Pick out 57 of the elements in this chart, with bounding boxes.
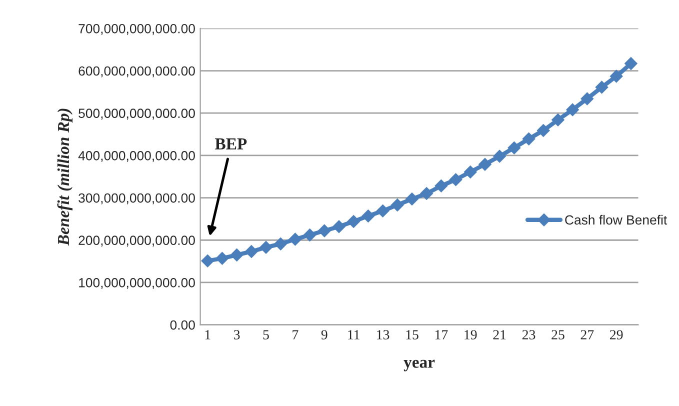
point bbox=[434, 180, 448, 192]
point bbox=[230, 248, 244, 262]
legend-label: Cash flow Benefit bbox=[565, 214, 668, 225]
x-tick-label: 7 bbox=[292, 330, 298, 340]
y-tick-label: 700,000,000,000.00 bbox=[78, 24, 195, 35]
x-tick-label: 5 bbox=[263, 330, 269, 340]
point bbox=[552, 113, 564, 126]
y-tick-label: 200,000,000,000.00 bbox=[78, 236, 195, 247]
point bbox=[332, 220, 346, 233]
point bbox=[566, 103, 579, 116]
point bbox=[244, 245, 258, 258]
point bbox=[406, 192, 418, 206]
point bbox=[508, 141, 521, 154]
x-tick-label: 27 bbox=[580, 330, 594, 340]
x-tick-label: 17 bbox=[435, 330, 448, 340]
x-tick-label: 23 bbox=[522, 330, 536, 340]
point bbox=[347, 215, 360, 228]
point bbox=[376, 204, 390, 218]
point bbox=[449, 173, 462, 186]
point bbox=[595, 80, 608, 94]
point bbox=[624, 57, 638, 70]
point bbox=[216, 252, 229, 265]
point bbox=[362, 210, 375, 222]
x-tick-label: 19 bbox=[464, 330, 477, 340]
point bbox=[274, 238, 288, 250]
y-tick-label: 300,000,000,000.00 bbox=[78, 193, 195, 204]
point bbox=[288, 232, 302, 246]
x-tick-label: 13 bbox=[377, 330, 390, 340]
y-tick-label: 100,000,000,000.00 bbox=[79, 278, 195, 289]
point bbox=[478, 158, 492, 171]
y-axis-title: Benefit (million Rp) bbox=[57, 108, 73, 246]
x-tick-label: 25 bbox=[552, 330, 564, 340]
point bbox=[390, 198, 404, 212]
x-tick-label: 15 bbox=[406, 330, 418, 340]
x-tick-label: 29 bbox=[610, 330, 623, 340]
point bbox=[303, 228, 316, 242]
point bbox=[493, 150, 506, 163]
x-axis-title: year bbox=[404, 360, 435, 372]
point bbox=[260, 240, 272, 254]
y-tick-label: 400,000,000,000.00 bbox=[78, 151, 195, 162]
x-tick-label: 1 bbox=[205, 330, 210, 340]
x-tick-label: 9 bbox=[321, 330, 328, 340]
point bbox=[201, 254, 214, 268]
point bbox=[318, 224, 331, 238]
point bbox=[522, 132, 536, 146]
y-tick-label: 600,000,000,000.00 bbox=[78, 66, 195, 78]
x-tick-label: 21 bbox=[493, 330, 506, 340]
point bbox=[536, 124, 550, 137]
annotation: BEP bbox=[215, 138, 247, 150]
y-tick-label: 500,000,000,000.00 bbox=[78, 108, 195, 120]
y-tick-label: 0.00 bbox=[170, 320, 195, 330]
point bbox=[610, 70, 623, 83]
point bbox=[580, 92, 594, 106]
x-tick-label: 11 bbox=[348, 330, 360, 340]
point bbox=[420, 187, 433, 200]
x-tick-label: 3 bbox=[234, 330, 240, 340]
point bbox=[464, 166, 477, 178]
